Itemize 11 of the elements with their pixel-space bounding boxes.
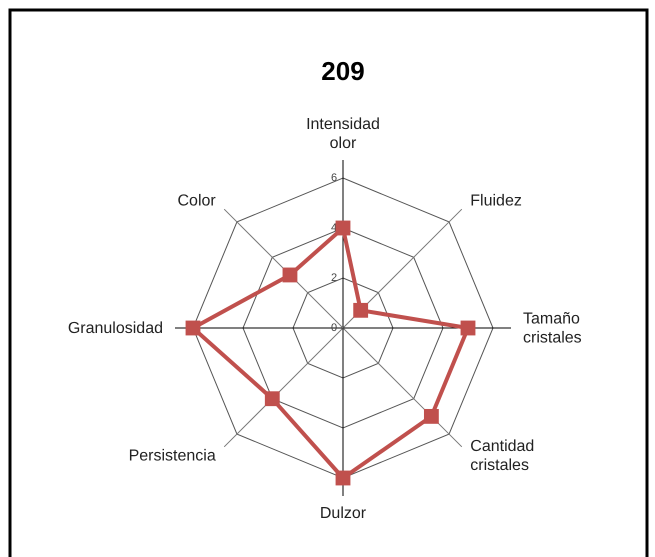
y-tick-label: 6 bbox=[330, 172, 338, 184]
spoke-label: Persistencia bbox=[128, 447, 216, 464]
spoke-label: Color bbox=[177, 192, 216, 210]
spoke-label: Dulzor bbox=[320, 505, 367, 522]
chart-title: 209 bbox=[321, 56, 365, 86]
spoke-label: Granulosidad bbox=[68, 320, 163, 337]
y-tick-label: 2 bbox=[330, 272, 338, 284]
spoke-label: Tamaño cristales bbox=[523, 310, 582, 346]
spoke-label: Fluidez bbox=[470, 192, 522, 210]
spoke-label: Intensidad olor bbox=[306, 116, 380, 152]
spoke-label: Cantidad cristales bbox=[470, 438, 534, 474]
